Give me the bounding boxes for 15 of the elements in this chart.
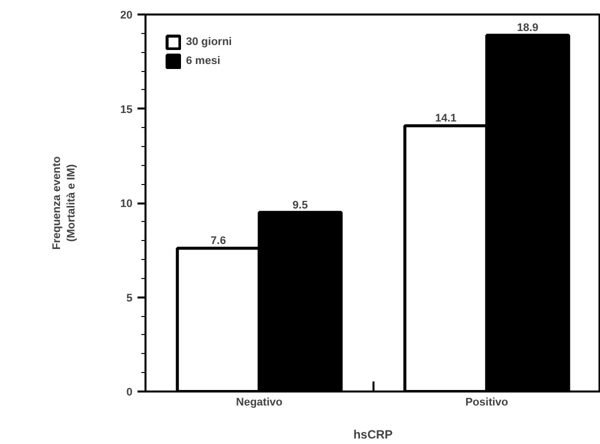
y-tick-label: 20 [120,10,133,22]
legend-label: 30 giorni [186,36,232,48]
data-label: 14.1 [435,112,457,125]
x-axis-title: hsCRP [353,428,393,442]
y-tick-label: 5 [126,292,133,304]
y-tick-label: 0 [126,386,133,398]
data-label: 7.6 [210,235,226,248]
legend-label: 6 mesi [186,55,220,67]
y-axis-title: Frequenza evento (Mortalità e IM) [50,156,78,250]
x-tick-label: Negativo [236,396,283,408]
y-tick-label: 10 [120,198,133,210]
data-label: 18.9 [516,22,538,34]
x-tick-label: Positivo [465,396,508,408]
y-tick-label: 15 [120,104,133,116]
data-label: 9.5 [292,199,308,212]
